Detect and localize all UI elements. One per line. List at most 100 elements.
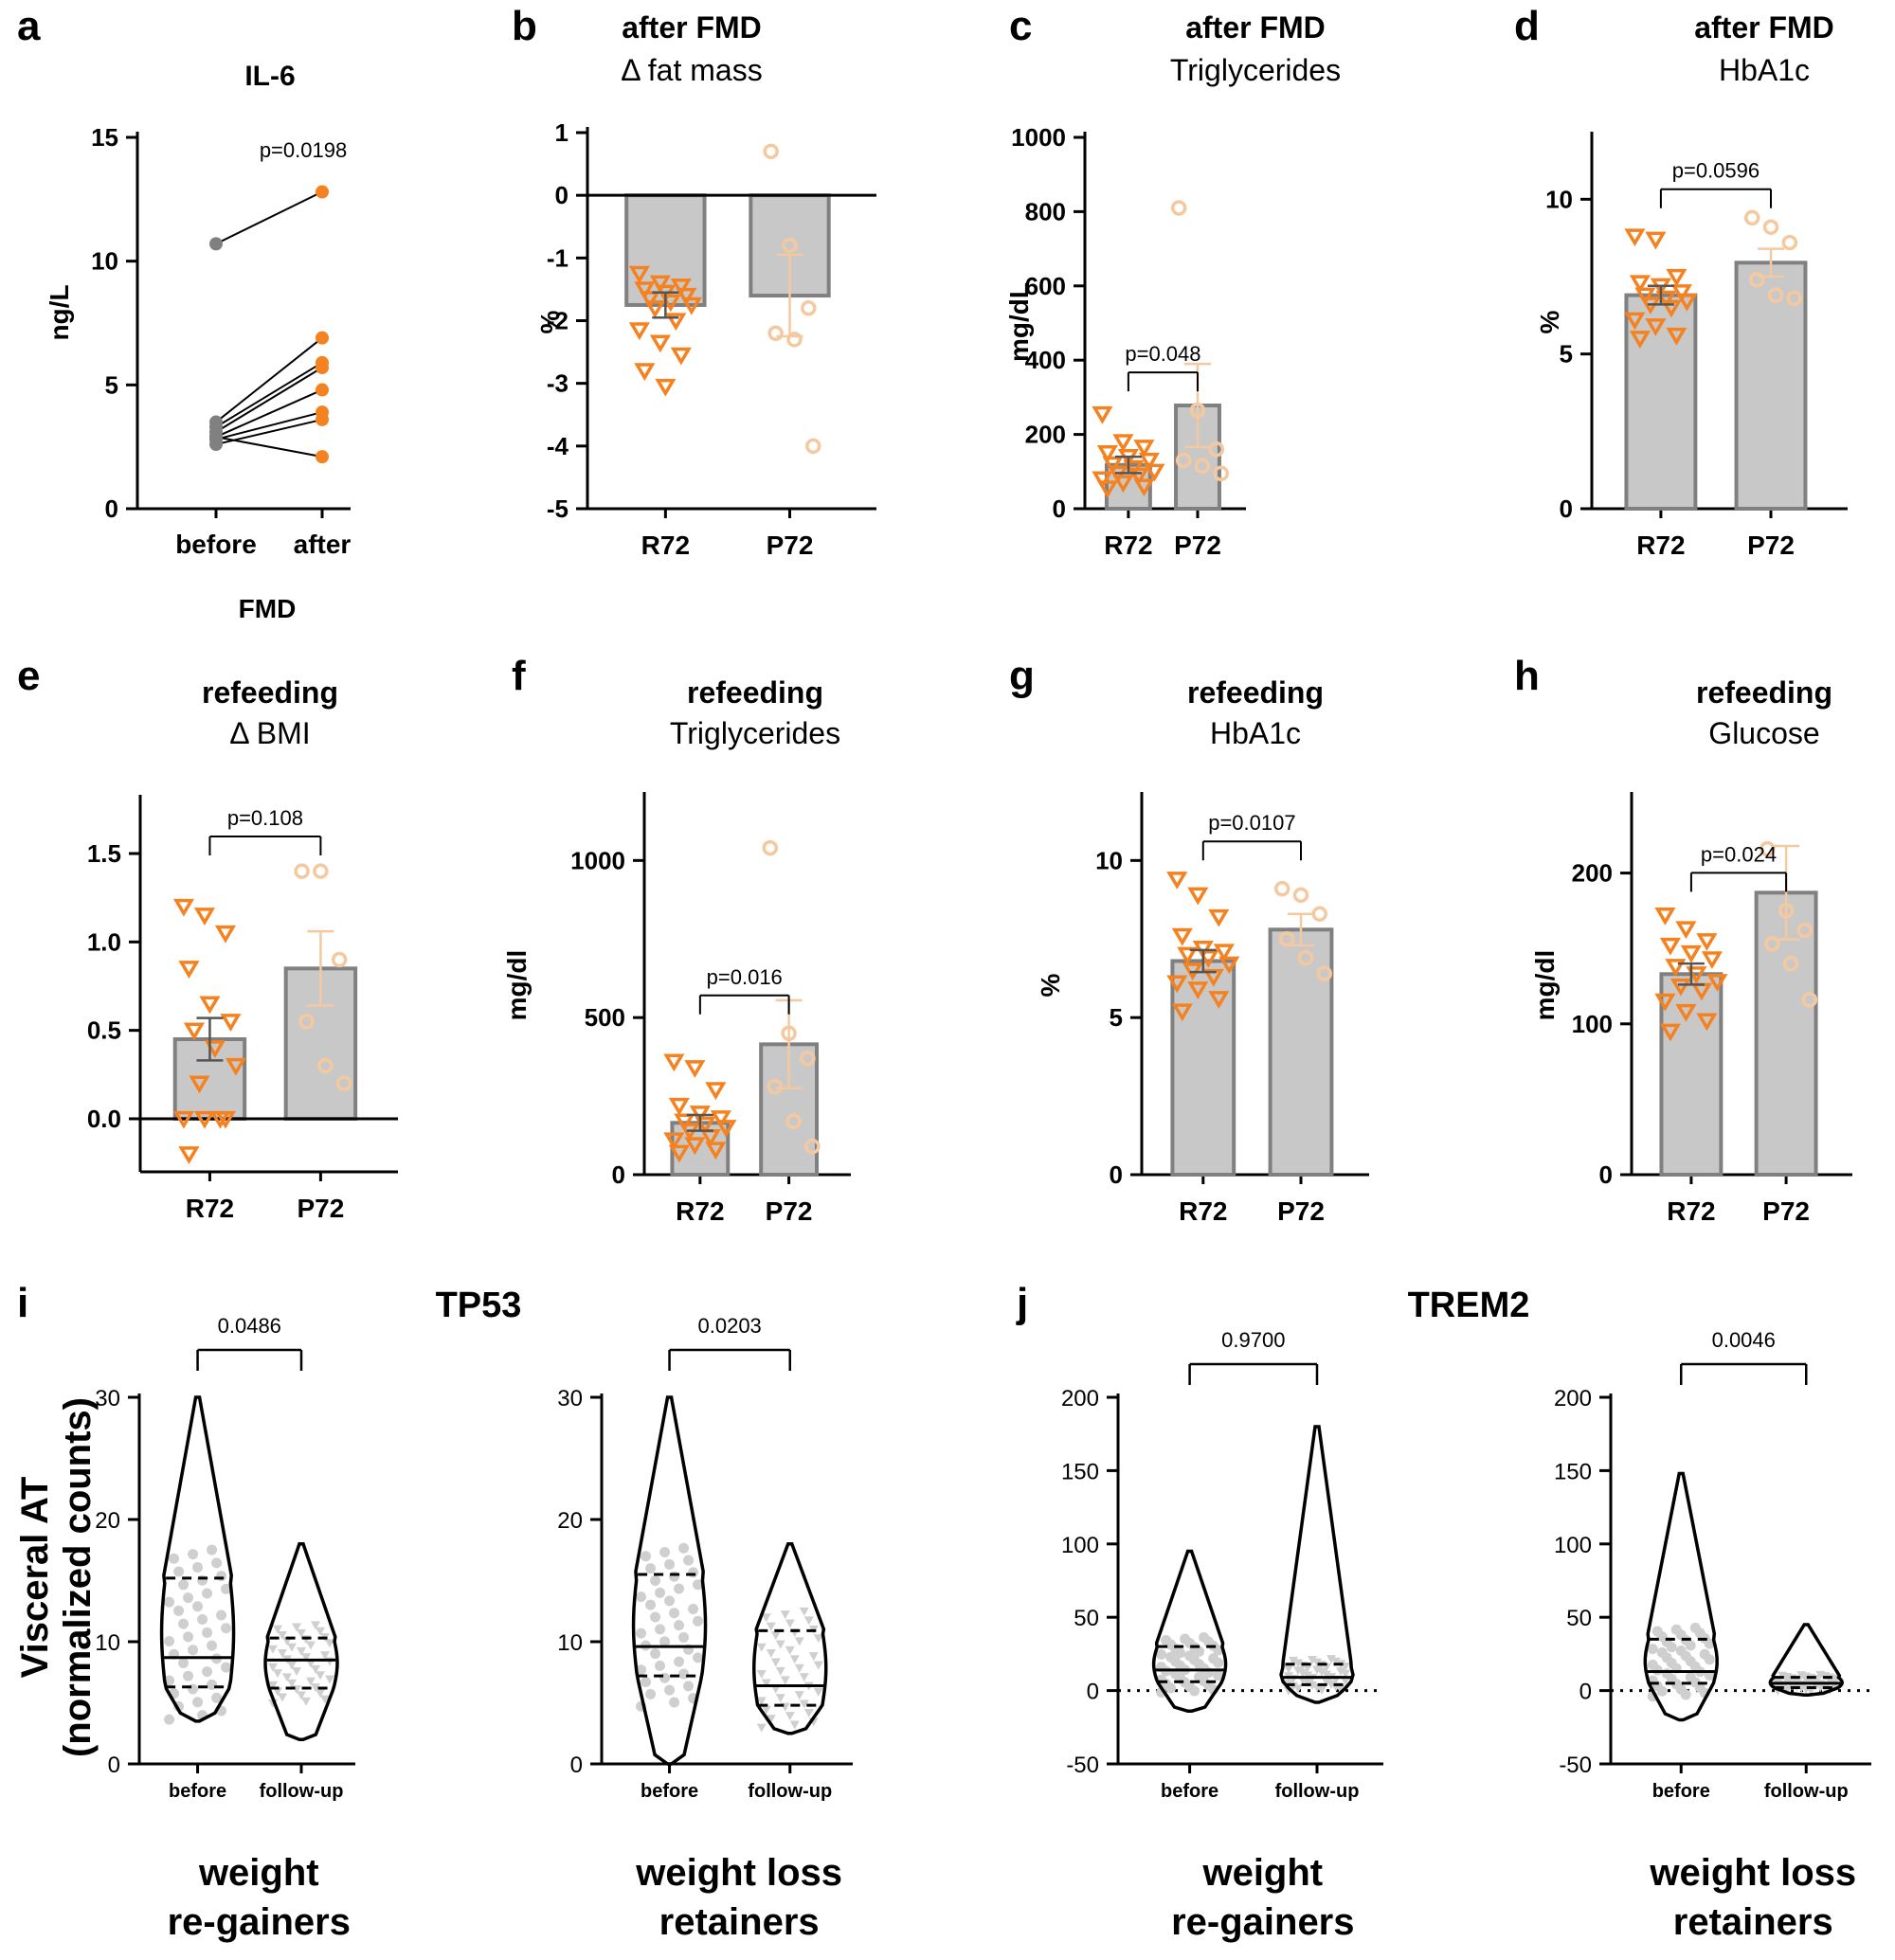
panel-d-y-tick-label: 10 <box>1545 185 1573 213</box>
panel-i-sub1-follow-up-point <box>297 1646 306 1656</box>
panel-d-point-R72 <box>1670 284 1692 302</box>
panel-i-sub2-follow-up-point <box>813 1687 823 1697</box>
panel-b-point-R72 <box>628 322 650 341</box>
panel-i-sub1-before-violin <box>159 1395 236 1723</box>
panel-e-point-R72 <box>204 1040 226 1058</box>
panel-f-point-P72 <box>800 1051 816 1067</box>
panel-f-point-P72 <box>785 1113 802 1129</box>
panel-b-point-R72 <box>634 281 656 300</box>
panel-f-point-R72 <box>668 1097 690 1116</box>
panel-i-sub2-before-point <box>669 1608 680 1619</box>
panel-e-point-P72 <box>294 863 310 879</box>
panel-g-pvalue: p=0.0107 <box>1208 811 1295 835</box>
panel-c-point-P72 <box>1170 200 1187 216</box>
panel-g-point-R72 <box>1166 872 1188 890</box>
panel-f-point-R72 <box>668 1144 690 1163</box>
panel-a-point-before <box>209 237 223 251</box>
panel-label-a: a <box>17 3 41 49</box>
panel-j-sub1-follow-up-point <box>1308 1655 1317 1664</box>
panel-i-sub1-y-tick-label: 0 <box>108 1753 120 1778</box>
panel-g-y-tick-label: 5 <box>1110 1003 1123 1032</box>
panel-label-c: c <box>1009 3 1032 49</box>
panel-j-sub1-x-label: before <box>1161 1781 1218 1802</box>
panel-i-sub2-follow-up-point <box>761 1613 771 1623</box>
panel-b-point-R72 <box>639 291 660 309</box>
panel-b-y-tick-label: -1 <box>547 243 568 272</box>
panel-h-x-label: P72 <box>1762 1196 1810 1226</box>
panel-g-point-P72 <box>1292 887 1309 904</box>
panel-d-point-R72 <box>1655 290 1677 309</box>
panel-h-point-R72 <box>1696 1013 1718 1032</box>
panel-h-point-R72 <box>1706 974 1728 992</box>
panel-j-sub2-y-tick-label: -50 <box>1559 1753 1592 1778</box>
panel-i-sub1-before-point <box>164 1714 175 1725</box>
panel-a-pair-line <box>215 388 323 439</box>
panel-i-ylabel2: (normalized counts) <box>57 1397 99 1757</box>
panel-e-point-R72 <box>178 1146 200 1164</box>
panel-a-pvalue: p=0.0198 <box>260 138 347 162</box>
panel-i-sub2-follow-up-point <box>775 1666 785 1676</box>
panel-j-sub2-before-point <box>1651 1664 1663 1676</box>
panel-a-pair-line <box>215 411 323 441</box>
panel-i-sub1-before-point <box>164 1596 175 1608</box>
panel-i-sub2-x-label: follow-up <box>748 1781 832 1802</box>
panel-i-sub2-follow-up-point <box>766 1648 776 1658</box>
panel-g-point-R72 <box>1198 950 1219 968</box>
panel-i-sub1-before-point <box>211 1692 223 1703</box>
panel-i-sub2-follow-up-point <box>813 1661 823 1670</box>
panel-f-point-R72 <box>705 1082 727 1101</box>
panel-h-point-R72 <box>1686 966 1707 984</box>
panel-e-point-R72 <box>172 898 194 917</box>
panel-j-sub1-y-tick-label: 100 <box>1061 1533 1099 1558</box>
panel-i-sub2-pvalue: 0.0203 <box>698 1314 762 1338</box>
panel-i-sub2-before-point <box>674 1620 685 1631</box>
panel-i-sub2-before-point <box>674 1656 685 1667</box>
panel-j-sub1-follow-up-point <box>1326 1655 1336 1664</box>
panel-i-sub2-follow-up-point <box>770 1631 781 1641</box>
panel-i-sub2-follow-up-point <box>803 1708 814 1717</box>
panel-g-point-R72 <box>1171 927 1193 946</box>
panel-i-sub1-before-point <box>188 1549 199 1560</box>
panel-j-sub1-before-point <box>1156 1648 1167 1660</box>
panel-j-sub1-follow-up-violin <box>1279 1425 1355 1704</box>
panel-i-sub1-follow-up-point <box>320 1695 330 1704</box>
panel-i-sub2-before-point <box>688 1603 699 1614</box>
panel-j-sub2-y-tick-label: 50 <box>1566 1606 1592 1631</box>
panel-i-sub1-follow-up-point <box>292 1623 301 1632</box>
panel-e-point-P72 <box>331 951 348 968</box>
panel-i-sub2-y-tick-label: 10 <box>557 1630 583 1656</box>
panel-label-f: f <box>512 653 526 699</box>
panel-i-sub2-follow-up-point <box>780 1676 790 1685</box>
panel-label-h: h <box>1514 653 1540 699</box>
panel-e-y-tick-label: 0.0 <box>87 1105 121 1133</box>
panel-i-sub2-follow-up-point <box>794 1691 804 1700</box>
panel-a-point-after <box>316 331 329 345</box>
panel-c-y-tick-label: 0 <box>1053 494 1066 523</box>
panel-b-x-label: R72 <box>641 530 690 560</box>
panel-a-point-after <box>316 383 329 397</box>
panel-h-ylabel: mg/dl <box>1530 950 1560 1021</box>
panel-j-sub2-before-point <box>1704 1654 1715 1665</box>
panel-h-point-R72 <box>1669 978 1691 997</box>
panel-g-y-tick-label: 10 <box>1095 846 1123 874</box>
panel-g-x-label: R72 <box>1179 1196 1227 1226</box>
panel-j-sub1-x-label: follow-up <box>1275 1781 1360 1802</box>
panel-i-sub1-y-tick-label: 10 <box>95 1630 120 1656</box>
panel-d-y-tick-label: 5 <box>1560 340 1573 369</box>
panel-a-x-label: after <box>294 530 352 559</box>
panel-i-sub2-x-label: before <box>641 1781 698 1802</box>
panel-e-point-P72 <box>335 1075 352 1091</box>
panel-i-sub1-follow-up-point <box>325 1675 334 1684</box>
panel-g-point-R72 <box>1208 908 1230 927</box>
panel-i-sub1-follow-up-point <box>316 1671 325 1681</box>
panel-i-sub1-follow-up-point <box>297 1628 306 1638</box>
panel-j-sub1-before-point <box>1213 1670 1224 1681</box>
panel-j-sub1-follow-up-point <box>1317 1686 1326 1696</box>
panel-label-g: g <box>1009 653 1035 699</box>
panel-i-sub1-follow-up-point <box>301 1653 311 1663</box>
panel-label-i: i <box>17 1280 28 1326</box>
panel-b-y-tick-label: -2 <box>547 307 568 335</box>
panel-i-sub2-before-point <box>655 1624 666 1635</box>
panel-f-point-P72 <box>767 1078 783 1095</box>
panel-c-x-label: R72 <box>1104 530 1152 560</box>
